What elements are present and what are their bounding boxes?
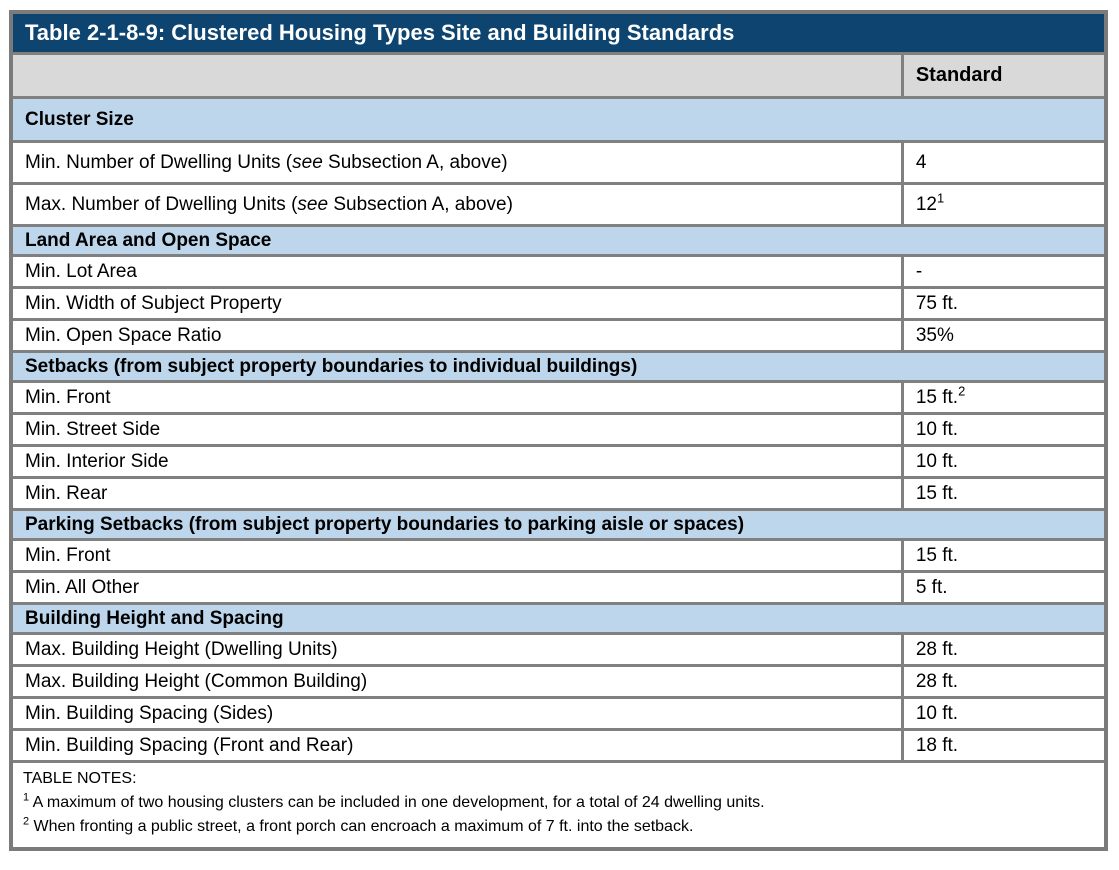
row-label-italic-part: see	[292, 152, 323, 173]
row-standard-value: 15 ft.	[900, 476, 1108, 511]
row-label: Max. Number of Dwelling Units (see Subse…	[9, 182, 904, 227]
table-notes-cell: TABLE NOTES: 1 A maximum of two housing …	[9, 760, 1108, 851]
table-notes-row: TABLE NOTES: 1 A maximum of two housing …	[9, 760, 1108, 851]
row-standard-value: 35%	[900, 318, 1108, 353]
column-header-row: Standard	[9, 52, 1108, 99]
row-standard-value: 121	[900, 182, 1108, 227]
row-label-part: Min. Interior Side	[25, 451, 169, 472]
table-note-2: 2 When fronting a public street, a front…	[23, 815, 1094, 839]
row-label-part: Min. Front	[25, 387, 111, 408]
row-standard-value: 10 ft.	[900, 696, 1108, 731]
row-label: Min. All Other	[9, 570, 904, 605]
table-row: Min. Building Spacing (Front and Rear) 18…	[9, 728, 1108, 763]
row-label: Max. Building Height (Dwelling Units)	[9, 632, 904, 667]
section-heading: Building Height and Spacing	[9, 602, 1108, 635]
row-label: Min. Interior Side	[9, 444, 904, 479]
row-label-part: Min. Building Spacing (Front and Rear)	[25, 735, 354, 756]
section-heading: Setbacks (from subject property boundari…	[9, 350, 1108, 383]
section-heading: Land Area and Open Space	[9, 224, 1108, 257]
table-row: Max. Building Height (Common Building) 28…	[9, 664, 1108, 699]
table-row: Min. Front 15 ft.2	[9, 380, 1108, 415]
row-standard-value: 4	[900, 140, 1108, 185]
row-standard-value: 28 ft.	[900, 664, 1108, 699]
table-row: Min. Open Space Ratio 35%	[9, 318, 1108, 353]
row-label-part: Min. Building Spacing (Sides)	[25, 703, 274, 724]
row-standard-value: 15 ft.2	[900, 380, 1108, 415]
row-label-part: Min. Street Side	[25, 419, 161, 440]
row-label: Min. Street Side	[9, 412, 904, 447]
section-header-row: Building Height and Spacing	[9, 602, 1108, 635]
row-label: Min. Front	[9, 380, 904, 415]
row-standard-value: 18 ft.	[900, 728, 1108, 763]
note-1-marker: 1	[23, 791, 30, 804]
column-header-standard: Standard	[900, 52, 1108, 99]
table-note-1: 1 A maximum of two housing clusters can …	[23, 791, 1094, 815]
row-label-part: Max. Number of Dwelling Units (	[25, 194, 298, 215]
row-label-part: Subsection A, above)	[322, 152, 508, 173]
row-label: Min. Open Space Ratio	[9, 318, 904, 353]
row-label: Max. Building Height (Common Building)	[9, 664, 904, 699]
row-label: Min. Width of Subject Property	[9, 286, 904, 321]
row-label: Min. Rear	[9, 476, 904, 511]
row-label-part: Subsection A, above)	[328, 194, 513, 215]
section-heading: Cluster Size	[9, 96, 1108, 143]
row-standard-value: 10 ft.	[900, 444, 1108, 479]
row-standard-value: 15 ft.	[900, 538, 1108, 573]
table-row: Min. All Other 5 ft.	[9, 570, 1108, 605]
row-label-part: Min. Lot Area	[25, 261, 137, 282]
table-row: Min. Number of Dwelling Units (see Subse…	[9, 140, 1108, 185]
row-label-part: Min. Width of Subject Property	[25, 293, 282, 314]
table-row: Min. Width of Subject Property 75 ft.	[9, 286, 1108, 321]
column-header-parameter	[9, 52, 904, 99]
table-row: Min. Rear 15 ft.	[9, 476, 1108, 511]
section-heading: Parking Setbacks (from subject property …	[9, 508, 1108, 541]
note-1-text: A maximum of two housing clusters can be…	[29, 794, 765, 811]
row-standard-value: -	[900, 254, 1108, 289]
section-header-row: Land Area and Open Space	[9, 224, 1108, 257]
section-header-row: Cluster Size	[9, 96, 1108, 143]
table-title-row: Table 2-1-8-9: Clustered Housing Types S…	[9, 10, 1108, 55]
footnote-marker: 1	[936, 190, 945, 206]
standards-table: Table 2-1-8-9: Clustered Housing Types S…	[9, 10, 1108, 851]
row-label-part: Max. Building Height (Common Building)	[25, 671, 368, 692]
row-standard-value: 10 ft.	[900, 412, 1108, 447]
table-row: Min. Interior Side 10 ft.	[9, 444, 1108, 479]
table-row: Max. Number of Dwelling Units (see Subse…	[9, 182, 1108, 227]
row-label-part: Min. Number of Dwelling Units (	[25, 152, 293, 173]
row-label-part: Min. Open Space Ratio	[25, 325, 222, 346]
row-label-part: Min. Rear	[25, 483, 108, 504]
row-label-part: Min. All Other	[25, 577, 140, 598]
table-row: Max. Building Height (Dwelling Units) 28 …	[9, 632, 1108, 667]
note-2-marker: 2	[23, 815, 30, 828]
table-title: Table 2-1-8-9: Clustered Housing Types S…	[9, 10, 1108, 55]
row-label: Min. Number of Dwelling Units (see Subse…	[9, 140, 904, 185]
table-notes-heading: TABLE NOTES:	[23, 770, 137, 787]
table-row: Min. Building Spacing (Sides) 10 ft.	[9, 696, 1108, 731]
table-row: Min. Front 15 ft.	[9, 538, 1108, 573]
row-label: Min. Building Spacing (Front and Rear)	[9, 728, 904, 763]
footnote-marker: 2	[958, 383, 966, 399]
table-row: Min. Street Side 10 ft.	[9, 412, 1108, 447]
row-label-italic-part: see	[297, 194, 329, 215]
note-2-text: When fronting a public street, a front p…	[29, 818, 694, 835]
row-standard-value: 28 ft.	[900, 632, 1108, 667]
row-label: Min. Front	[9, 538, 904, 573]
section-header-row: Parking Setbacks (from subject property …	[9, 508, 1108, 541]
row-label: Min. Building Spacing (Sides)	[9, 696, 904, 731]
row-label-part: Min. Front	[25, 545, 111, 566]
row-standard-value: 75 ft.	[900, 286, 1108, 321]
row-label-part: Max. Building Height (Dwelling Units)	[25, 639, 338, 660]
section-header-row: Setbacks (from subject property boundari…	[9, 350, 1108, 383]
row-standard-value: 5 ft.	[900, 570, 1108, 605]
row-label: Min. Lot Area	[9, 254, 904, 289]
table-row: Min. Lot Area -	[9, 254, 1108, 289]
